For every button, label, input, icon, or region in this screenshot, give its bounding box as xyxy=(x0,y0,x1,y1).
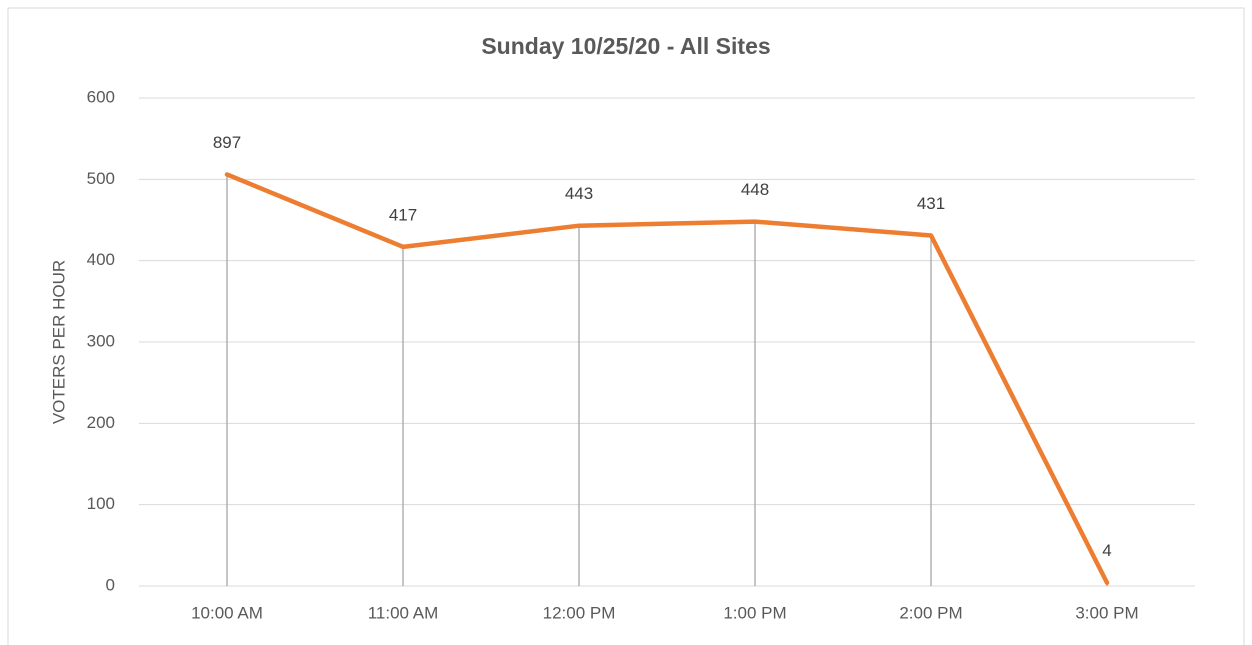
data-label: 417 xyxy=(389,205,417,224)
x-tick-label: 1:00 PM xyxy=(723,603,786,622)
y-tick-label: 300 xyxy=(87,331,115,350)
data-label: 4 xyxy=(1102,541,1111,560)
y-tick-label: 200 xyxy=(87,413,115,432)
chart-border xyxy=(7,7,1245,645)
y-tick-label: 600 xyxy=(87,87,115,106)
y-tick-label: 100 xyxy=(87,494,115,513)
y-axis-label: VOTERS PER HOUR xyxy=(49,260,68,424)
data-label: 431 xyxy=(917,194,945,213)
data-line xyxy=(224,172,1110,585)
data-label: 443 xyxy=(565,184,593,203)
x-tick-label: 2:00 PM xyxy=(899,603,962,622)
x-tick-label: 12:00 PM xyxy=(543,603,616,622)
y-tick-label: 0 xyxy=(106,575,115,594)
y-tick-label: 400 xyxy=(87,250,115,269)
chart-title: Sunday 10/25/20 - All Sites xyxy=(481,33,770,59)
data-label: 897 xyxy=(213,133,241,152)
x-tick-label: 3:00 PM xyxy=(1075,603,1138,622)
data-label: 448 xyxy=(741,180,769,199)
x-tick-label: 10:00 AM xyxy=(191,603,263,622)
x-tick-label: 11:00 AM xyxy=(368,603,439,622)
y-tick-label: 500 xyxy=(87,169,115,188)
